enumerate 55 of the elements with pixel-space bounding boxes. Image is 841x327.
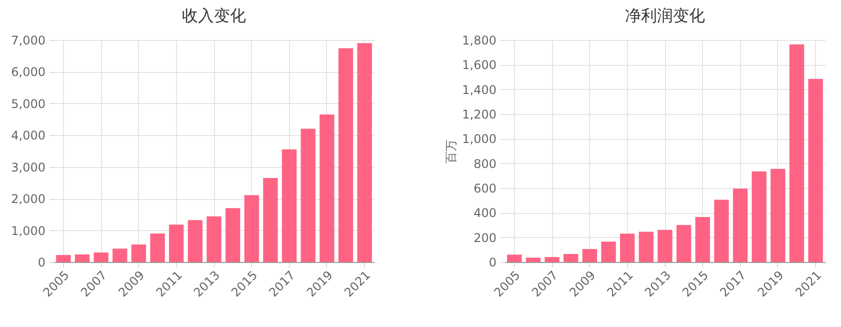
y-tick-label: 1,400 bbox=[462, 82, 496, 97]
bar bbox=[695, 216, 710, 262]
y-tick-label: 5,000 bbox=[11, 96, 46, 111]
chart-title: 净利润变化 bbox=[625, 6, 705, 25]
y-tick-label: 200 bbox=[474, 230, 496, 245]
y-tick-label: 1,600 bbox=[462, 58, 496, 72]
bar bbox=[564, 254, 578, 262]
bar bbox=[300, 128, 316, 262]
bar bbox=[507, 254, 522, 262]
bar bbox=[94, 252, 108, 262]
bar bbox=[638, 232, 654, 262]
y-axis-title: 百万 bbox=[444, 140, 458, 164]
bar bbox=[357, 43, 372, 262]
bar bbox=[169, 224, 184, 262]
bar bbox=[752, 171, 766, 262]
y-tick-label: 7,000 bbox=[11, 34, 46, 48]
bar bbox=[112, 248, 128, 262]
y-tick-label: 2,000 bbox=[11, 192, 46, 206]
y-tick-label: 1,000 bbox=[11, 224, 46, 238]
bar bbox=[676, 225, 692, 262]
bar bbox=[150, 233, 165, 262]
bar bbox=[544, 257, 560, 262]
y-tick-label: 6,000 bbox=[11, 65, 46, 80]
y-tick-label: 1,200 bbox=[462, 108, 496, 122]
chart-title: 收入变化 bbox=[182, 6, 246, 25]
bar bbox=[770, 168, 786, 262]
y-tick-label: 800 bbox=[474, 156, 496, 171]
bar bbox=[74, 254, 90, 262]
bar bbox=[282, 149, 297, 262]
bar bbox=[320, 114, 334, 262]
y-tick-label: 4,000 bbox=[11, 128, 46, 143]
y-tick-label: 0 bbox=[38, 256, 46, 270]
bar bbox=[789, 44, 804, 262]
y-tick-label: 0 bbox=[488, 256, 496, 270]
bar bbox=[601, 242, 616, 262]
y-tick-label: 1,000 bbox=[462, 132, 496, 146]
bar bbox=[56, 255, 71, 262]
bar bbox=[225, 208, 240, 262]
bar bbox=[206, 216, 222, 262]
bar bbox=[131, 244, 146, 262]
bar bbox=[658, 230, 672, 262]
y-tick-label: 400 bbox=[474, 206, 496, 220]
y-tick-label: 600 bbox=[474, 182, 496, 196]
bar bbox=[526, 258, 541, 262]
bar bbox=[188, 220, 203, 262]
bar bbox=[808, 78, 823, 262]
bar bbox=[244, 195, 259, 262]
y-tick-label: 3,000 bbox=[11, 160, 46, 174]
bar bbox=[582, 249, 598, 262]
bar bbox=[732, 188, 748, 262]
bar bbox=[714, 200, 729, 262]
bar bbox=[263, 178, 278, 262]
y-tick-label: 1,800 bbox=[462, 34, 496, 48]
bar bbox=[620, 234, 635, 262]
bar bbox=[338, 48, 354, 262]
